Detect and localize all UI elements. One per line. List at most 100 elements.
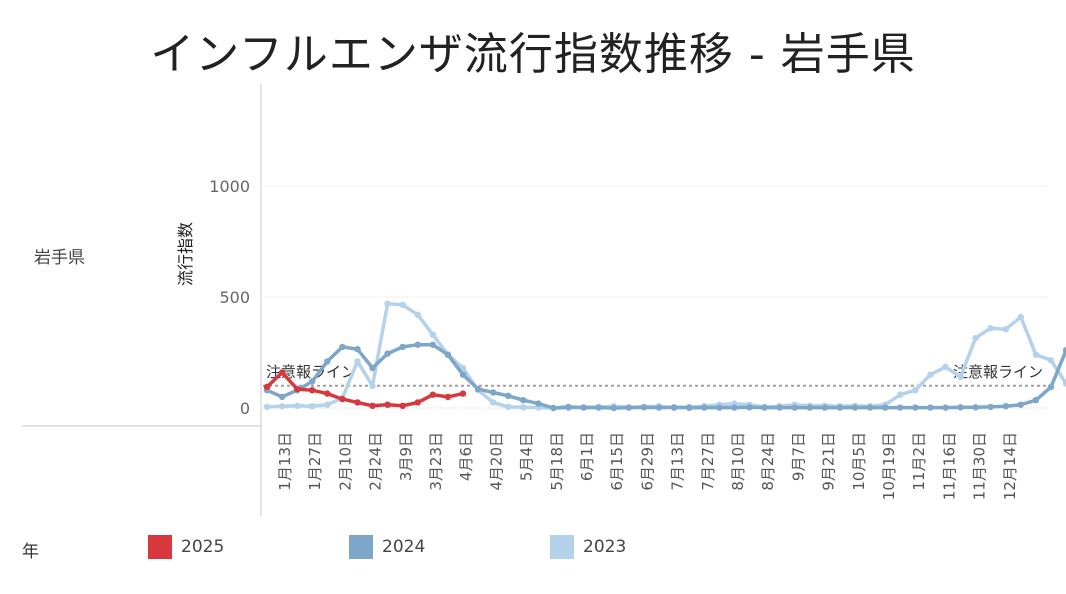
x-tick-label: 6月15日 [608,432,626,491]
x-tick-label: 8月24日 [759,432,777,491]
data-point-2025 [444,393,452,401]
data-point-2024 [806,404,813,411]
data-point-2024 [836,404,844,411]
data-point-2024 [897,404,904,411]
series-2024 [263,341,1066,412]
legend-label-2024: 2024 [382,537,426,557]
legend-swatch-2025 [148,535,172,559]
data-point-2024 [821,404,828,411]
x-tick-label: 11月2日 [910,432,928,491]
data-point-2025 [384,401,391,408]
data-point-2025 [459,390,467,397]
data-point-2023 [278,403,286,410]
x-tick-label: 6月29日 [638,432,656,491]
data-point-2024 [610,404,617,412]
data-point-2024 [580,404,587,411]
x-tick-label: 4月6日 [457,432,475,481]
x-tick-label: 10月5日 [850,432,868,491]
data-point-2023 [429,331,436,338]
x-tick-label: 9月7日 [789,432,807,481]
legend-item-2025[interactable]: 2025 [148,535,224,559]
x-tick-label: 8月10日 [729,432,747,491]
data-point-2024 [444,351,452,358]
data-point-2024 [957,404,964,411]
series-layer [263,300,1066,412]
data-point-2023 [490,399,497,406]
data-point-2024 [535,400,542,407]
reference-label-right: 注意報ライン [953,363,1043,381]
x-tick-label: 7月13日 [669,432,687,491]
x-tick-label: 2月24日 [367,432,385,491]
data-point-2024 [776,404,783,411]
legend-item-2024[interactable]: 2024 [349,535,425,559]
data-point-2024 [490,389,497,396]
data-point-2024 [339,343,346,351]
data-point-2024 [882,404,889,411]
x-tick-label: 6月1日 [578,432,596,481]
data-point-2024 [1002,403,1009,410]
data-point-2023 [354,358,361,365]
data-point-2024 [1032,397,1040,404]
data-point-2023 [1062,380,1066,387]
data-point-2024 [625,404,632,411]
data-point-2025 [324,390,331,397]
data-point-2024 [384,350,391,357]
data-point-2025 [414,399,421,406]
data-point-2025 [263,383,271,391]
x-tick-label: 7月27日 [699,432,717,491]
data-point-2024 [640,404,648,411]
data-point-2024 [399,343,406,351]
series-2025 [263,369,467,409]
data-point-2023 [384,300,391,307]
y-tick-label: 1000 [209,177,250,196]
x-tick-label: 3月9日 [397,432,415,481]
data-point-2023 [414,311,421,318]
data-point-2023 [369,382,376,389]
x-tick-label: 5月18日 [548,432,566,491]
data-point-2023 [294,402,301,409]
data-point-2024 [942,404,949,411]
legend-swatch-2024 [349,535,373,559]
data-point-2023 [309,403,316,410]
data-point-2023 [1017,313,1024,321]
x-tick-label: 2月10日 [336,432,354,491]
data-point-2024 [670,404,678,411]
grid-layer: 0 500 1000 [209,177,1047,418]
data-point-2024 [701,404,708,411]
row-label: 岩手県 [34,248,85,268]
legend-swatch-2023 [550,535,574,559]
legend-item-2023[interactable]: 2023 [550,535,626,559]
data-point-2024 [429,341,436,348]
data-point-2023 [505,403,512,411]
data-point-2024 [309,378,316,385]
data-point-2024 [686,404,693,411]
x-tick-label: 11月16日 [940,432,958,500]
data-point-2023 [459,364,467,372]
data-point-2023 [520,404,527,411]
data-point-2025 [369,402,376,409]
data-point-2024 [866,404,874,411]
data-point-2024 [927,404,934,411]
data-point-2023 [987,324,994,332]
data-point-2025 [354,399,361,406]
data-point-2023 [1002,326,1009,333]
x-tick-label: 5月4日 [518,432,536,481]
legend-title: 年 [22,542,39,562]
legend-label-2025: 2025 [181,537,225,557]
data-point-2024 [278,393,286,401]
reference-label-left: 注意報ライン [266,363,356,381]
data-point-2023 [1047,357,1055,364]
data-point-2024 [761,404,768,411]
data-point-2025 [339,395,346,403]
data-point-2024 [595,404,602,411]
data-point-2024 [1062,347,1066,354]
x-tick-label: 12月14日 [1001,432,1019,500]
data-point-2023 [957,373,964,381]
data-point-2025 [294,385,301,393]
reference-layer: 注意報ライン 注意報ライン [263,363,1047,387]
chart-title: インフルエンザ流行指数推移 - 岩手県 [150,29,916,80]
data-point-2024 [912,404,919,411]
data-point-2023 [912,387,919,394]
data-point-2024 [369,364,376,372]
data-point-2025 [429,391,436,398]
